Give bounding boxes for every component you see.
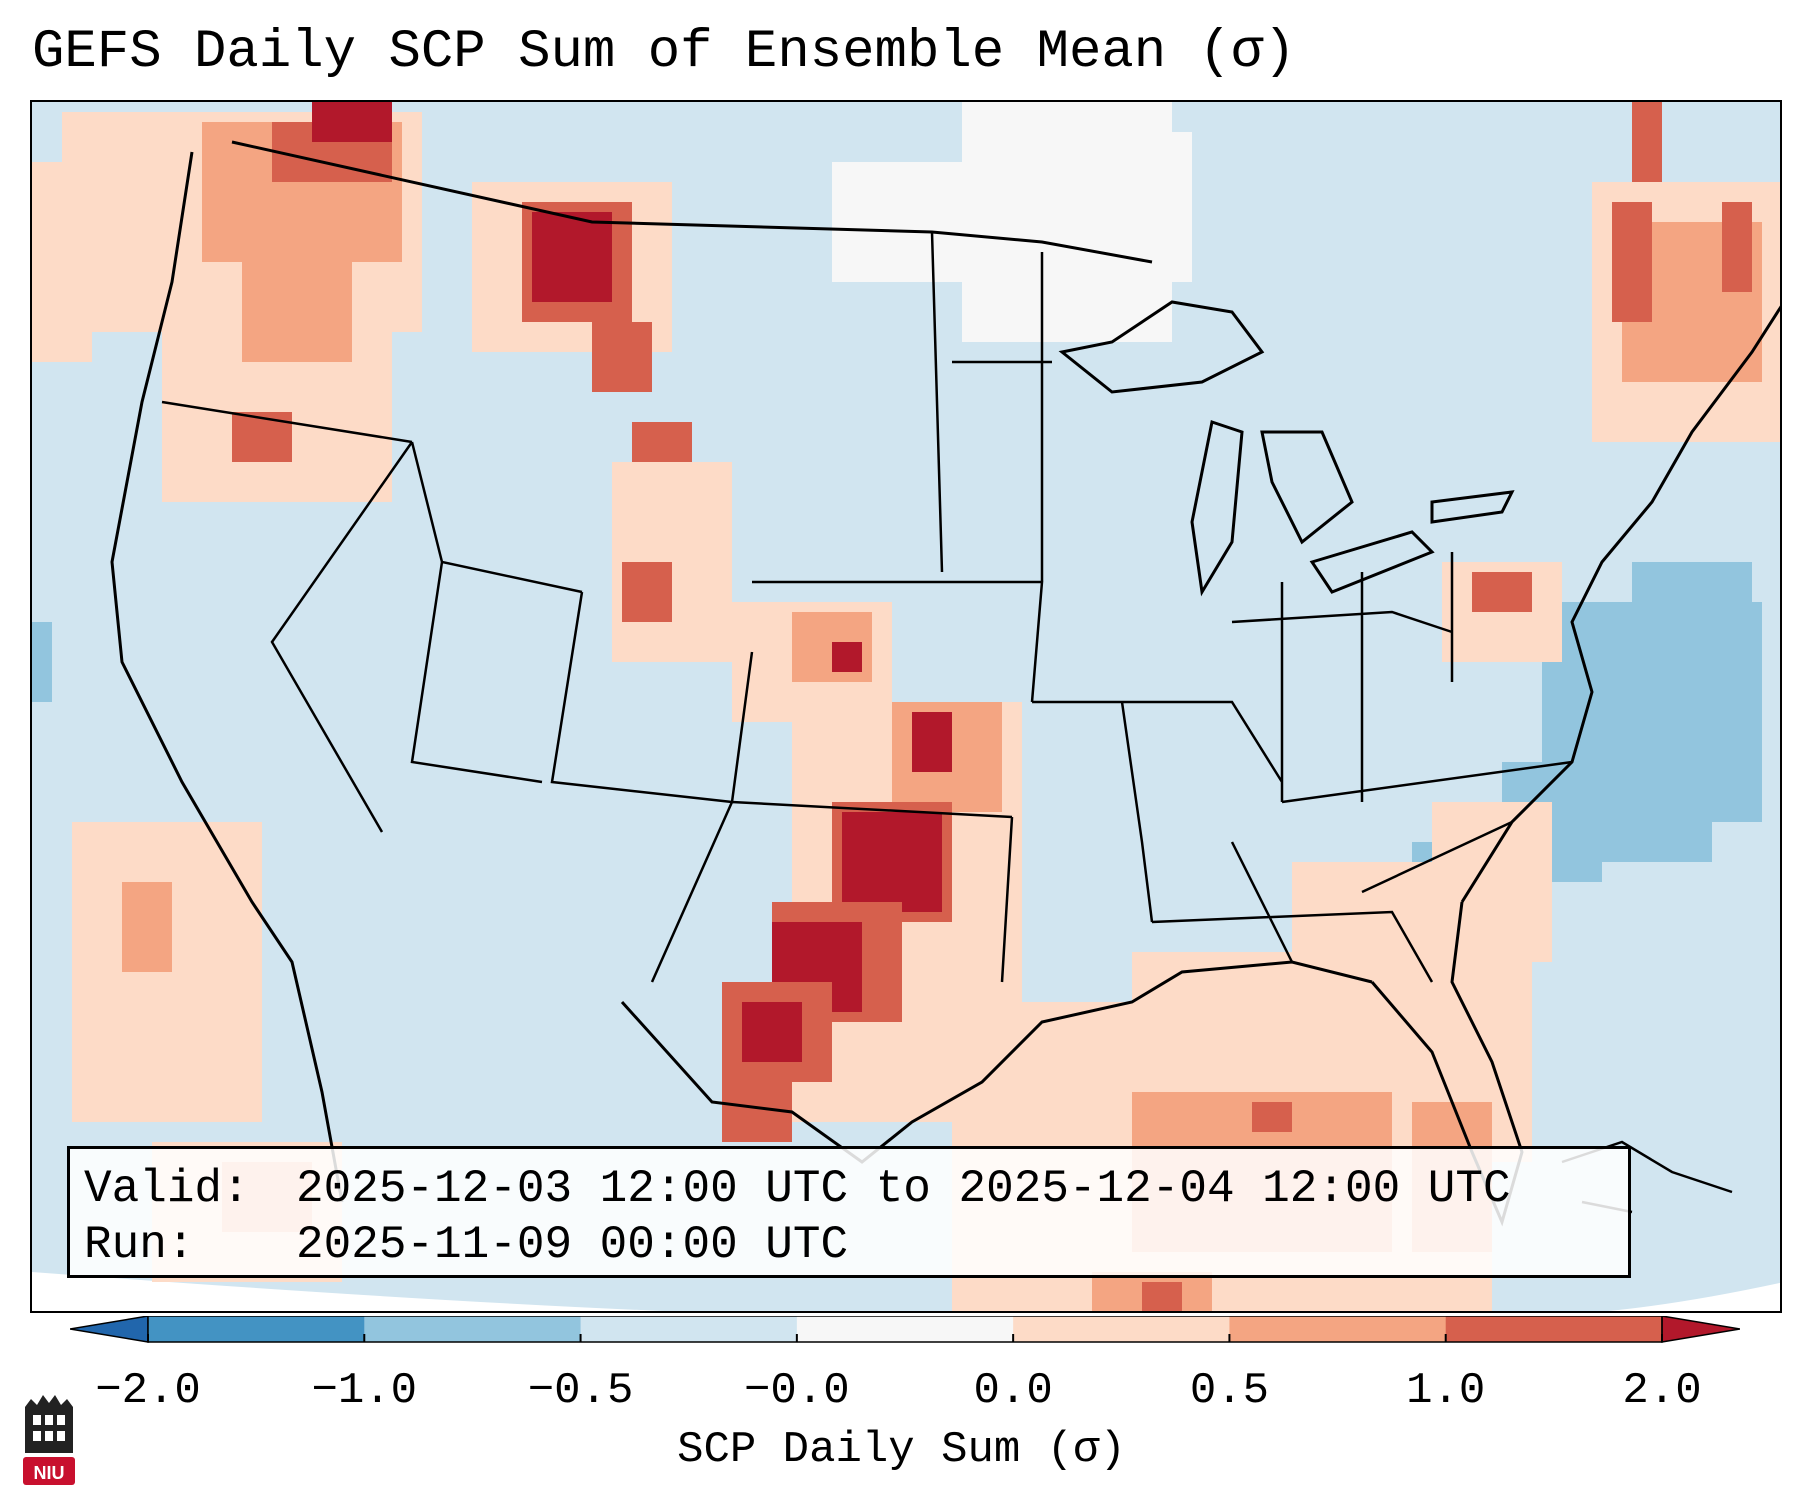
- colorbar-tick-label: −0.0: [744, 1366, 850, 1416]
- lake-erie: [1309, 530, 1435, 594]
- colorbar-tick-label: 1.0: [1406, 1366, 1486, 1416]
- chart-title: GEFS Daily SCP Sum of Ensemble Mean (σ): [32, 22, 1296, 83]
- colorbar-tick-label: −1.0: [311, 1366, 418, 1416]
- valid-label: Valid:: [84, 1163, 250, 1215]
- valid-run-info-box: Valid: 2025-12-03 12:00 UTC to 2025-12-04…: [67, 1146, 1631, 1278]
- colorbar-bin: [364, 1316, 582, 1342]
- state-lines: [161, 231, 1573, 983]
- off-projection-area-right: [1607, 1282, 1780, 1311]
- colorbar-bin: [1445, 1316, 1663, 1342]
- valid-line: Valid: 2025-12-03 12:00 UTC to 2025-12-04…: [84, 1161, 1628, 1217]
- lake-michigan: [1190, 420, 1244, 597]
- colorbar-label: SCP Daily Sum (σ): [677, 1425, 1126, 1475]
- colorbar: [70, 1316, 1740, 1343]
- west-coast: [110, 151, 344, 1203]
- lake-superior: [1058, 300, 1265, 394]
- map-panel: [30, 100, 1782, 1313]
- logo-text: NIU: [34, 1463, 65, 1483]
- valid-value: 2025-12-03 12:00 UTC to 2025-12-04 12:00…: [296, 1163, 1511, 1215]
- colorbar-tick-label: −2.0: [95, 1366, 201, 1416]
- anomaly-cells: [32, 102, 1780, 1311]
- east-coast: [1460, 305, 1780, 903]
- lake-ontario: [1430, 490, 1515, 524]
- colorbar-bin: [1229, 1316, 1447, 1342]
- colorbar-over-extension: [1661, 1316, 1740, 1343]
- lake-huron: [1260, 430, 1354, 545]
- anomaly-map: [32, 102, 1780, 1311]
- colorbar-bin: [1013, 1316, 1230, 1342]
- colorbar-tick-label: 0.5: [1189, 1366, 1270, 1416]
- colorbar-frame: [147, 1316, 1663, 1343]
- colorbar-bin: [148, 1316, 365, 1342]
- colorbar-tick-label: 0.0: [973, 1366, 1053, 1416]
- colorbar-under-extension: [70, 1316, 149, 1343]
- colorbar-tick-label: 2.0: [1622, 1366, 1702, 1416]
- off-projection-area: [32, 1272, 664, 1311]
- run-label: Run:: [84, 1219, 195, 1271]
- colorbar-tick-label: −0.5: [527, 1366, 634, 1416]
- colorbar-bin: [580, 1316, 798, 1342]
- gulf-coast: [620, 960, 1373, 1164]
- colorbar-bin: [796, 1316, 1014, 1342]
- niu-logo: NIU: [23, 1395, 75, 1485]
- run-line: Run: 2025-11-09 00:00 UTC: [84, 1217, 1628, 1273]
- run-value: 2025-11-09 00:00 UTC: [296, 1219, 849, 1271]
